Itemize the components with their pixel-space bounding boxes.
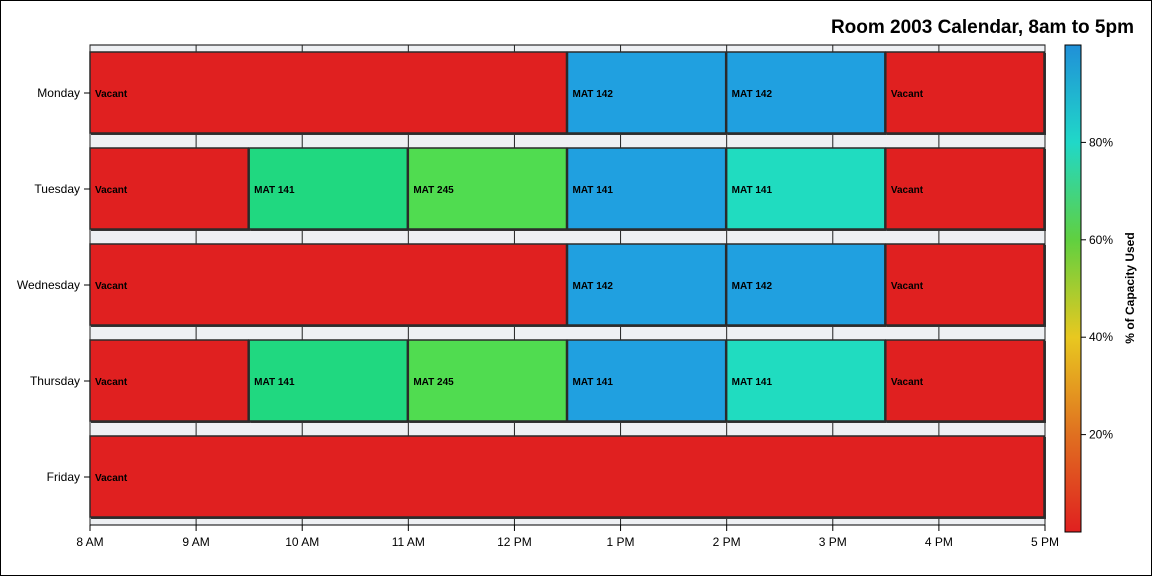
schedule-block[interactable]: [566, 339, 727, 422]
schedule-block[interactable]: [725, 147, 886, 230]
schedule-block[interactable]: [725, 51, 886, 134]
y-tick-label: Thursday: [30, 374, 80, 388]
block-label: MAT 142: [732, 89, 773, 100]
x-tick-label: 5 PM: [1031, 535, 1059, 549]
block-label: Vacant: [95, 185, 128, 196]
legend-color-bar: [1064, 44, 1082, 533]
schedule-block[interactable]: [89, 339, 249, 422]
schedule-block[interactable]: [407, 147, 568, 230]
schedule-block[interactable]: [89, 51, 568, 134]
y-tick-label: Monday: [37, 86, 80, 100]
schedule-block[interactable]: [725, 339, 886, 422]
schedule-block[interactable]: [89, 147, 249, 230]
schedule-block[interactable]: [248, 339, 409, 422]
x-tick-label: 2 PM: [713, 535, 741, 549]
color-legend: 20% 40% 60% 80% % of Capacity Used: [1064, 44, 1137, 533]
legend-tick-label: 40%: [1089, 330, 1113, 344]
legend-tick-label: 60%: [1089, 233, 1113, 247]
schedule-block[interactable]: [407, 339, 568, 422]
y-tick-label: Tuesday: [34, 182, 80, 196]
block-label: MAT 141: [254, 185, 295, 196]
legend-tick-label: 20%: [1089, 428, 1113, 442]
schedule-block[interactable]: [566, 243, 727, 326]
block-label: Vacant: [891, 185, 924, 196]
block-label: Vacant: [95, 377, 128, 388]
block-label: MAT 141: [732, 185, 773, 196]
x-tick-label: 12 PM: [497, 535, 532, 549]
block-label: Vacant: [95, 473, 128, 484]
x-tick-label: 11 AM: [392, 535, 425, 549]
x-tick-label: 3 PM: [819, 535, 847, 549]
schedule-block[interactable]: [885, 51, 1045, 134]
schedule-block[interactable]: [885, 339, 1045, 422]
schedule-block[interactable]: [89, 435, 1045, 518]
block-label: Vacant: [891, 281, 924, 292]
block-label: MAT 142: [573, 89, 614, 100]
block-label: MAT 141: [573, 185, 614, 196]
schedule-block[interactable]: [89, 243, 568, 326]
block-label: Vacant: [95, 281, 128, 292]
plot-area: Vacant MAT 142 MAT 142 Vacant Vacant MAT 141 M…: [17, 44, 1059, 549]
y-tick-label: Wednesday: [17, 278, 80, 292]
y-tick-label: Friday: [47, 470, 80, 484]
block-label: MAT 141: [573, 377, 614, 388]
block-label: MAT 141: [732, 377, 773, 388]
legend-tick-label: 80%: [1089, 135, 1113, 149]
chart-title: Room 2003 Calendar, 8am to 5pm: [831, 17, 1134, 38]
schedule-block[interactable]: [566, 147, 727, 230]
block-label: Vacant: [891, 89, 924, 100]
schedule-block[interactable]: [885, 147, 1045, 230]
legend-title: % of Capacity Used: [1123, 232, 1137, 343]
x-tick-label: 4 PM: [925, 535, 953, 549]
schedule-block[interactable]: [248, 147, 409, 230]
x-tick-label: 10 AM: [285, 535, 319, 549]
x-tick-label: 1 PM: [607, 535, 635, 549]
schedule-block[interactable]: [566, 51, 727, 134]
block-label: Vacant: [95, 89, 128, 100]
x-tick-label: 8 AM: [76, 535, 103, 549]
block-label: MAT 141: [254, 377, 295, 388]
schedule-block[interactable]: [885, 243, 1045, 326]
block-label: MAT 142: [573, 281, 614, 292]
schedule-block[interactable]: [725, 243, 886, 326]
block-label: MAT 142: [732, 281, 773, 292]
block-label: MAT 245: [413, 185, 454, 196]
block-label: MAT 245: [413, 377, 454, 388]
x-tick-label: 9 AM: [182, 535, 209, 549]
block-label: Vacant: [891, 377, 924, 388]
